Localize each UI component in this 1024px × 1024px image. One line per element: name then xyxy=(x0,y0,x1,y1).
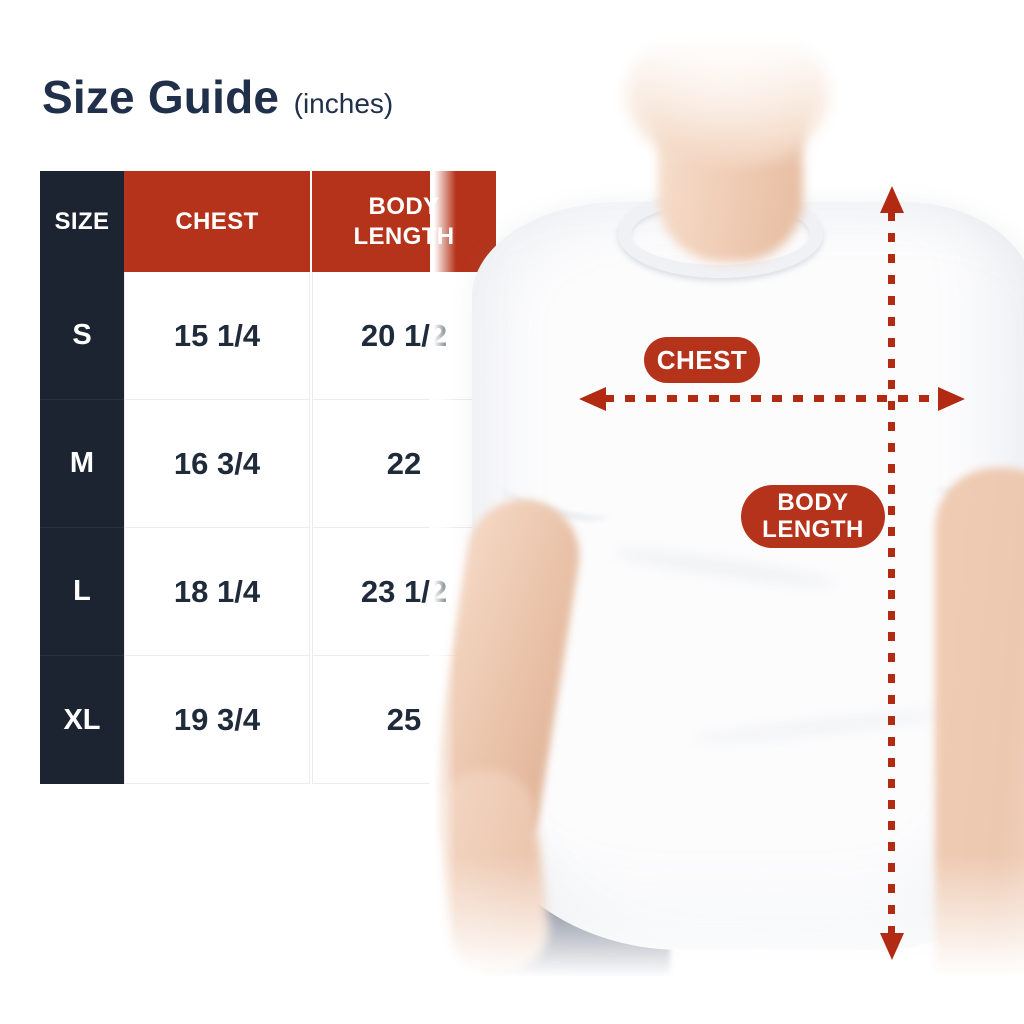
table-header-row: SIZE CHEST BODY LENGTH xyxy=(40,171,496,272)
row-size-label: S xyxy=(40,272,124,400)
row-chest-value: 18 1/4 xyxy=(124,528,310,656)
row-size-label: M xyxy=(40,400,124,528)
chest-arrow-right-icon xyxy=(938,387,965,411)
body-length-arrow-up-icon xyxy=(880,186,904,213)
row-chest-value: 19 3/4 xyxy=(124,656,310,784)
chest-dotted-line xyxy=(604,395,942,402)
row-body-length-value: 20 1/2 xyxy=(312,272,496,400)
chest-label-pill: CHEST xyxy=(644,337,760,383)
header-cell-size: SIZE xyxy=(40,171,124,272)
page-title: Size Guide (inches) xyxy=(42,70,393,124)
header-cell-body-length: BODY LENGTH xyxy=(312,171,496,272)
table-row-xl: XL 19 3/4 25 xyxy=(40,656,496,784)
table-row-l: L 18 1/4 23 1/2 xyxy=(40,528,496,656)
header-cell-chest: CHEST xyxy=(124,171,310,272)
row-body-length-value: 22 xyxy=(312,400,496,528)
photo-top-fade xyxy=(430,0,1024,170)
row-size-label: L xyxy=(40,528,124,656)
photo-left-fade xyxy=(430,0,456,1024)
title-text: Size Guide xyxy=(42,71,280,123)
body-length-dotted-line xyxy=(888,212,895,936)
table-row-s: S 15 1/4 20 1/2 xyxy=(40,272,496,400)
table-row-m: M 16 3/4 22 xyxy=(40,400,496,528)
model-photo xyxy=(430,0,1024,1024)
body-length-label-pill: BODY LENGTH xyxy=(741,485,885,548)
title-unit: (inches) xyxy=(293,88,394,119)
chest-arrow-left-icon xyxy=(579,387,606,411)
row-chest-value: 16 3/4 xyxy=(124,400,310,528)
photo-bottom-fade xyxy=(430,855,1024,1024)
size-table: SIZE CHEST BODY LENGTH S 15 1/4 20 1/2 M… xyxy=(40,171,496,784)
body-length-arrow-down-icon xyxy=(880,933,904,960)
row-chest-value: 15 1/4 xyxy=(124,272,310,400)
row-size-label: XL xyxy=(40,656,124,784)
